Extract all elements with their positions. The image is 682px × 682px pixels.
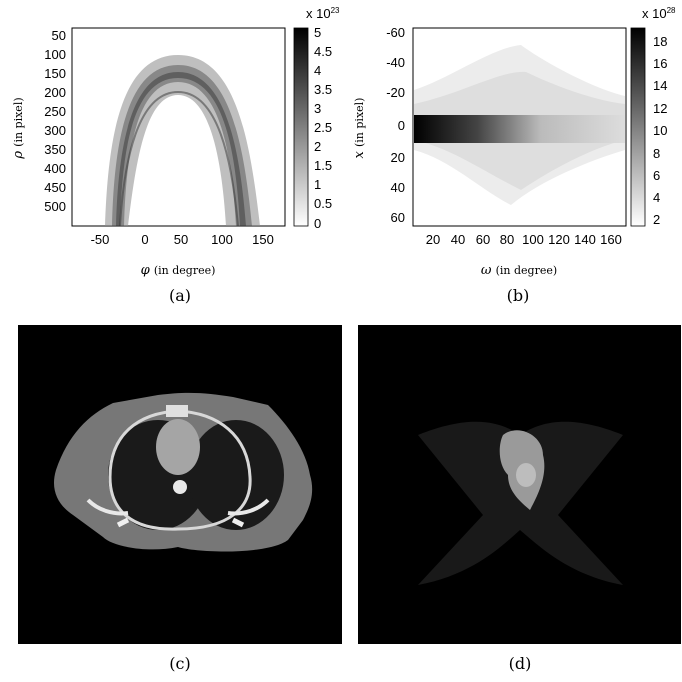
cbar-tick: 2 <box>653 212 660 227</box>
y-tick: 0 <box>398 118 405 133</box>
plot-b-y-label: x (in pixel) <box>352 98 367 159</box>
y-label-symbol: ρ <box>11 151 26 160</box>
y-tick: 350 <box>44 142 66 157</box>
y-tick: -40 <box>386 55 405 70</box>
x-tick: -50 <box>91 232 110 247</box>
y-tick: 450 <box>44 180 66 195</box>
svg-text:ω (in degree): ω (in degree) <box>481 263 557 278</box>
y-tick: 100 <box>44 47 66 62</box>
y-tick: 300 <box>44 123 66 138</box>
caption-a: (a) <box>168 286 192 305</box>
ct-chest-slice <box>53 392 313 552</box>
svg-text:φ (in degree): φ (in degree) <box>141 263 216 278</box>
x-tick: 100 <box>522 232 544 247</box>
y-tick: 250 <box>44 104 66 119</box>
cbar-tick: 1 <box>314 177 321 192</box>
y-tick: 40 <box>391 180 405 195</box>
plot-b-x-label: ω (in degree) <box>481 263 557 278</box>
x-label-text: (in degree) <box>154 264 216 277</box>
cbar-tick: 0.5 <box>314 196 332 211</box>
x-tick: 120 <box>548 232 570 247</box>
y-tick: 400 <box>44 161 66 176</box>
cbar-tick: 4 <box>653 190 660 205</box>
y-tick: -60 <box>386 25 405 40</box>
cbar-tick: 4.5 <box>314 44 332 59</box>
panel-a-sinogram: 50 100 150 200 250 300 350 400 450 500 -… <box>11 6 340 278</box>
x-tick: 160 <box>600 232 622 247</box>
x-tick: 150 <box>252 232 274 247</box>
plot-a-y-label: ρ (in pixel) <box>11 97 26 159</box>
cbar-tick: 10 <box>653 123 667 138</box>
cbar-tick: 1.5 <box>314 158 332 173</box>
panel-b-sinogram: -60 -40 -20 0 20 40 60 20 40 60 80 100 1… <box>352 6 676 278</box>
cbar-tick: 8 <box>653 146 660 161</box>
svg-text:x (in pixel): x (in pixel) <box>352 98 367 159</box>
y-label-symbol: x <box>352 150 367 158</box>
x-label-symbol: φ <box>141 263 151 278</box>
y-label-text: (in pixel) <box>353 98 366 147</box>
x-tick: 140 <box>574 232 596 247</box>
x-tick: 80 <box>500 232 514 247</box>
y-tick: 200 <box>44 85 66 100</box>
x-label-symbol: ω <box>481 263 492 278</box>
cbar-tick: 2.5 <box>314 120 332 135</box>
cbar-tick: 0 <box>314 216 321 231</box>
ct-image-d <box>358 325 681 644</box>
caption-d: (d) <box>508 654 532 673</box>
cbar-tick: 4 <box>314 63 321 78</box>
plot-b-y-ticks: -60 -40 -20 0 20 40 60 <box>386 25 405 225</box>
caption-c: (c) <box>169 654 191 673</box>
x-label-text: (in degree) <box>496 264 558 277</box>
x-tick: 40 <box>451 232 465 247</box>
x-tick: 0 <box>141 232 148 247</box>
sinogram-arch <box>105 55 260 226</box>
plot-a-y-ticks: 50 100 150 200 250 300 350 400 450 500 <box>44 28 66 214</box>
x-tick: 100 <box>211 232 233 247</box>
cbar-tick: 16 <box>653 56 667 71</box>
y-label-text: (in pixel) <box>12 97 25 146</box>
cbar-tick: 6 <box>653 168 660 183</box>
x-tick: 50 <box>174 232 188 247</box>
ct-image-c <box>18 325 342 644</box>
cbar-tick: 12 <box>653 101 667 116</box>
svg-text:ρ (in pixel): ρ (in pixel) <box>11 97 26 159</box>
plot-a-x-ticks: -50 0 50 100 150 <box>91 232 274 247</box>
y-tick: 50 <box>52 28 66 43</box>
cbar-tick: 2 <box>314 139 321 154</box>
cbar-tick: 3 <box>314 101 321 116</box>
plot-b-band <box>414 45 625 205</box>
colorbar-a <box>293 27 309 227</box>
colorbar-b-ticks: 18 16 14 12 10 8 6 4 2 <box>653 34 667 227</box>
plot-a-x-label: φ (in degree) <box>141 263 216 278</box>
y-tick: 20 <box>391 150 405 165</box>
colorbar-a-exponent: x 1023 <box>306 6 340 21</box>
colorbar-b-exponent: x 1028 <box>642 6 676 21</box>
colorbar-b <box>630 27 646 227</box>
y-tick: 60 <box>391 210 405 225</box>
colorbar-a-ticks: 5 4.5 4 3.5 3 2.5 2 1.5 1 0.5 0 <box>314 25 332 231</box>
x-tick: 60 <box>476 232 490 247</box>
cbar-tick: 14 <box>653 78 667 93</box>
ct-reconstruction-slice <box>418 421 623 585</box>
cbar-tick: 5 <box>314 25 321 40</box>
cbar-tick: 3.5 <box>314 82 332 97</box>
x-tick: 20 <box>426 232 440 247</box>
y-tick: -20 <box>386 85 405 100</box>
y-tick: 500 <box>44 199 66 214</box>
y-tick: 150 <box>44 66 66 81</box>
plot-b-x-ticks: 20 40 60 80 100 120 140 160 <box>426 232 622 247</box>
cbar-tick: 18 <box>653 34 667 49</box>
caption-b: (b) <box>506 286 530 305</box>
